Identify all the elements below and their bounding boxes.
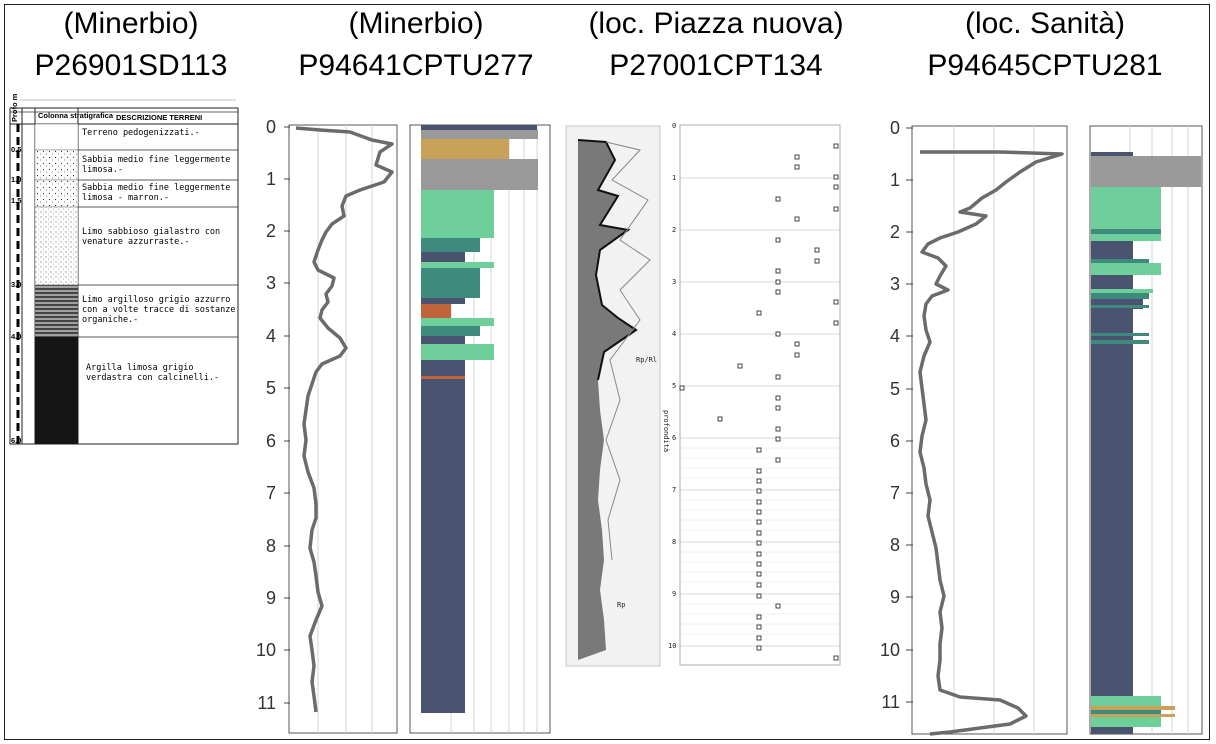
depth-mark: 3.0 bbox=[11, 280, 21, 289]
title-location: (loc. Sanità) bbox=[964, 7, 1126, 40]
header-description: DESCRIZIONE TERRENI bbox=[116, 113, 202, 122]
cpt-tick: 4 bbox=[672, 330, 676, 338]
title-location: (Minerbio) bbox=[63, 7, 199, 40]
depth-tick: 6 bbox=[266, 431, 276, 451]
depth-axis-label: profondità bbox=[662, 410, 670, 452]
title-code: P27001CPT134 bbox=[609, 49, 823, 82]
cpt-tick: 9 bbox=[672, 590, 676, 598]
title-location: (loc. Piazza nuova) bbox=[588, 7, 844, 40]
depth-tick: 3 bbox=[266, 273, 276, 293]
depth-mark: 1.5 bbox=[11, 196, 21, 205]
depth-tick: 1 bbox=[890, 170, 900, 190]
cpt134-panel: Rp/Rl Rp 0 1 2 3 4 5 6 7 8 9 10 bbox=[565, 122, 841, 667]
depth-tick: 7 bbox=[890, 483, 900, 503]
cone-resistance-curve bbox=[918, 150, 1064, 736]
depth-mark: 1.0 bbox=[11, 175, 21, 184]
depth-tick: 11 bbox=[257, 693, 276, 713]
depth-tick: 5 bbox=[890, 379, 900, 399]
depth-tick: 3 bbox=[890, 274, 900, 294]
title-p94641cptu277: (Minerbio) P94641CPTU277 bbox=[266, 6, 566, 83]
cpt-tick: 6 bbox=[672, 434, 676, 442]
depth-mark: 6.0 bbox=[11, 436, 21, 445]
depth-tick: 1 bbox=[266, 169, 276, 189]
depth-tick: 0 bbox=[890, 118, 900, 138]
title-p26901sd113: (Minerbio) P26901SD113 bbox=[0, 6, 262, 83]
depth-tick: 7 bbox=[266, 483, 276, 503]
cpt-tick: 10 bbox=[668, 642, 676, 650]
title-code: P94641CPTU277 bbox=[298, 49, 534, 82]
layer-description: Limo argilloso grigio azzurro con a volt… bbox=[82, 295, 236, 325]
layer-description: Sabbia medio fine leggermente limosa - m… bbox=[82, 183, 230, 203]
depth-tick: 11 bbox=[881, 692, 900, 712]
title-p27001cpt134: (loc. Piazza nuova) P27001CPT134 bbox=[566, 6, 866, 83]
cpt-tick: 1 bbox=[672, 174, 676, 182]
cpt-tick: 2 bbox=[672, 226, 676, 234]
depth-tick: 4 bbox=[890, 326, 900, 346]
borehole-log: Profo m Colonna stratigrafica DESCRIZION… bbox=[9, 93, 239, 445]
cpt-tick: 7 bbox=[672, 486, 676, 494]
depth-tick: 8 bbox=[266, 536, 276, 556]
cptu281-panel: 0 1 2 3 4 5 6 7 8 9 10 11 bbox=[880, 118, 1203, 736]
depth-tick: 2 bbox=[266, 221, 276, 241]
cpt-tick: 5 bbox=[672, 382, 676, 390]
cpt-tick: 0 bbox=[672, 122, 676, 130]
title-location: (Minerbio) bbox=[348, 7, 484, 40]
depth-tick: 10 bbox=[880, 640, 900, 660]
cpt-tick: 3 bbox=[672, 278, 676, 286]
depth-tick: 5 bbox=[266, 378, 276, 398]
header-depth: Profo m bbox=[10, 93, 19, 122]
header-column: Colonna stratigrafica bbox=[38, 111, 114, 120]
depth-tick: 9 bbox=[266, 588, 276, 608]
cpt-data-points bbox=[679, 143, 839, 661]
title-p94645cptu281: (loc. Sanità) P94645CPTU281 bbox=[880, 6, 1210, 83]
layer-description: Limo sabbioso gialastro con venature azz… bbox=[82, 227, 220, 247]
depth-tick: 6 bbox=[890, 431, 900, 451]
layer-description: Sabbia medio fine leggermente limosa.- bbox=[82, 155, 230, 175]
depth-mark: 0.5 bbox=[11, 145, 21, 154]
cone-resistance-curve bbox=[295, 126, 394, 713]
layer-description: Argilla limosa grigio verdastra con calc… bbox=[86, 363, 219, 383]
depth-tick: 8 bbox=[890, 535, 900, 555]
depth-tick: 2 bbox=[890, 222, 900, 242]
title-code: P26901SD113 bbox=[34, 49, 228, 82]
depth-tick: 10 bbox=[256, 640, 276, 660]
cpt-tick: 8 bbox=[672, 538, 676, 546]
title-code: P94645CPTU281 bbox=[927, 49, 1163, 82]
depth-mark: 4.0 bbox=[11, 332, 21, 341]
figure-frame bbox=[4, 4, 1210, 740]
qc-label: Rp bbox=[617, 601, 625, 609]
depth-tick: 4 bbox=[266, 326, 276, 346]
rf-label: Rp/Rl bbox=[636, 356, 657, 364]
cptu277-panel: 0 1 2 3 4 5 6 7 8 9 10 11 bbox=[256, 117, 551, 734]
depth-tick: 9 bbox=[890, 587, 900, 607]
layer-description: Terreno pedogenizzati.- bbox=[82, 128, 200, 138]
depth-tick: 0 bbox=[266, 117, 276, 137]
